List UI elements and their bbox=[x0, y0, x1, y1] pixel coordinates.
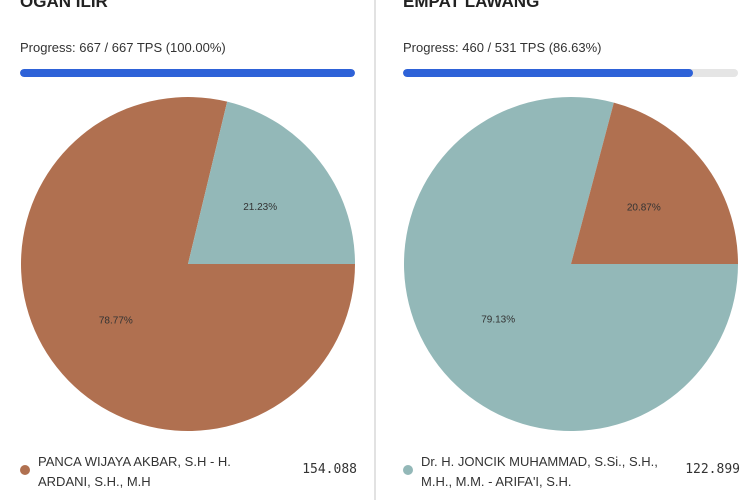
divider bbox=[374, 0, 376, 500]
slice-label: 78.77% bbox=[99, 315, 133, 326]
legend-name: Dr. H. JONCIK MUHAMMAD, S.Si., S.H., M.H… bbox=[421, 454, 658, 489]
legend-marker bbox=[20, 465, 30, 475]
progress-label: Progress: 460 / 531 TPS (86.63%) bbox=[403, 40, 602, 55]
progress-track bbox=[403, 69, 738, 77]
panel-title: OGAN ILIR bbox=[20, 0, 108, 11]
pie-slice bbox=[188, 101, 355, 264]
progress-label: Progress: 667 / 667 TPS (100.00%) bbox=[20, 40, 226, 55]
legend-count: 154.088 bbox=[302, 462, 357, 477]
legend-marker bbox=[403, 465, 413, 475]
panel: EMPAT LAWANG Progress: 460 / 531 TPS (86.… bbox=[383, 0, 750, 500]
pie-chart: 78.77% 21.23% bbox=[21, 97, 355, 432]
legend-name: PANCA WIJAYA AKBAR, S.H - H. ARDANI, S.H… bbox=[38, 454, 231, 489]
progress-fill bbox=[403, 69, 694, 77]
slice-label: 20.87% bbox=[627, 203, 661, 214]
pie-chart: 79.13% 20.87% bbox=[404, 97, 738, 432]
panel-title: EMPAT LAWANG bbox=[403, 0, 540, 11]
panel: OGAN ILIR Progress: 667 / 667 TPS (100.00… bbox=[20, 0, 357, 489]
slice-label: 79.13% bbox=[481, 315, 515, 326]
pie-slice bbox=[21, 97, 355, 432]
pie-slice bbox=[571, 102, 738, 264]
slice-label: 21.23% bbox=[243, 202, 277, 213]
progress-fill bbox=[20, 69, 355, 77]
progress-track bbox=[20, 69, 355, 77]
pie-slice bbox=[404, 97, 738, 432]
legend-count: 122.899 bbox=[685, 462, 740, 477]
